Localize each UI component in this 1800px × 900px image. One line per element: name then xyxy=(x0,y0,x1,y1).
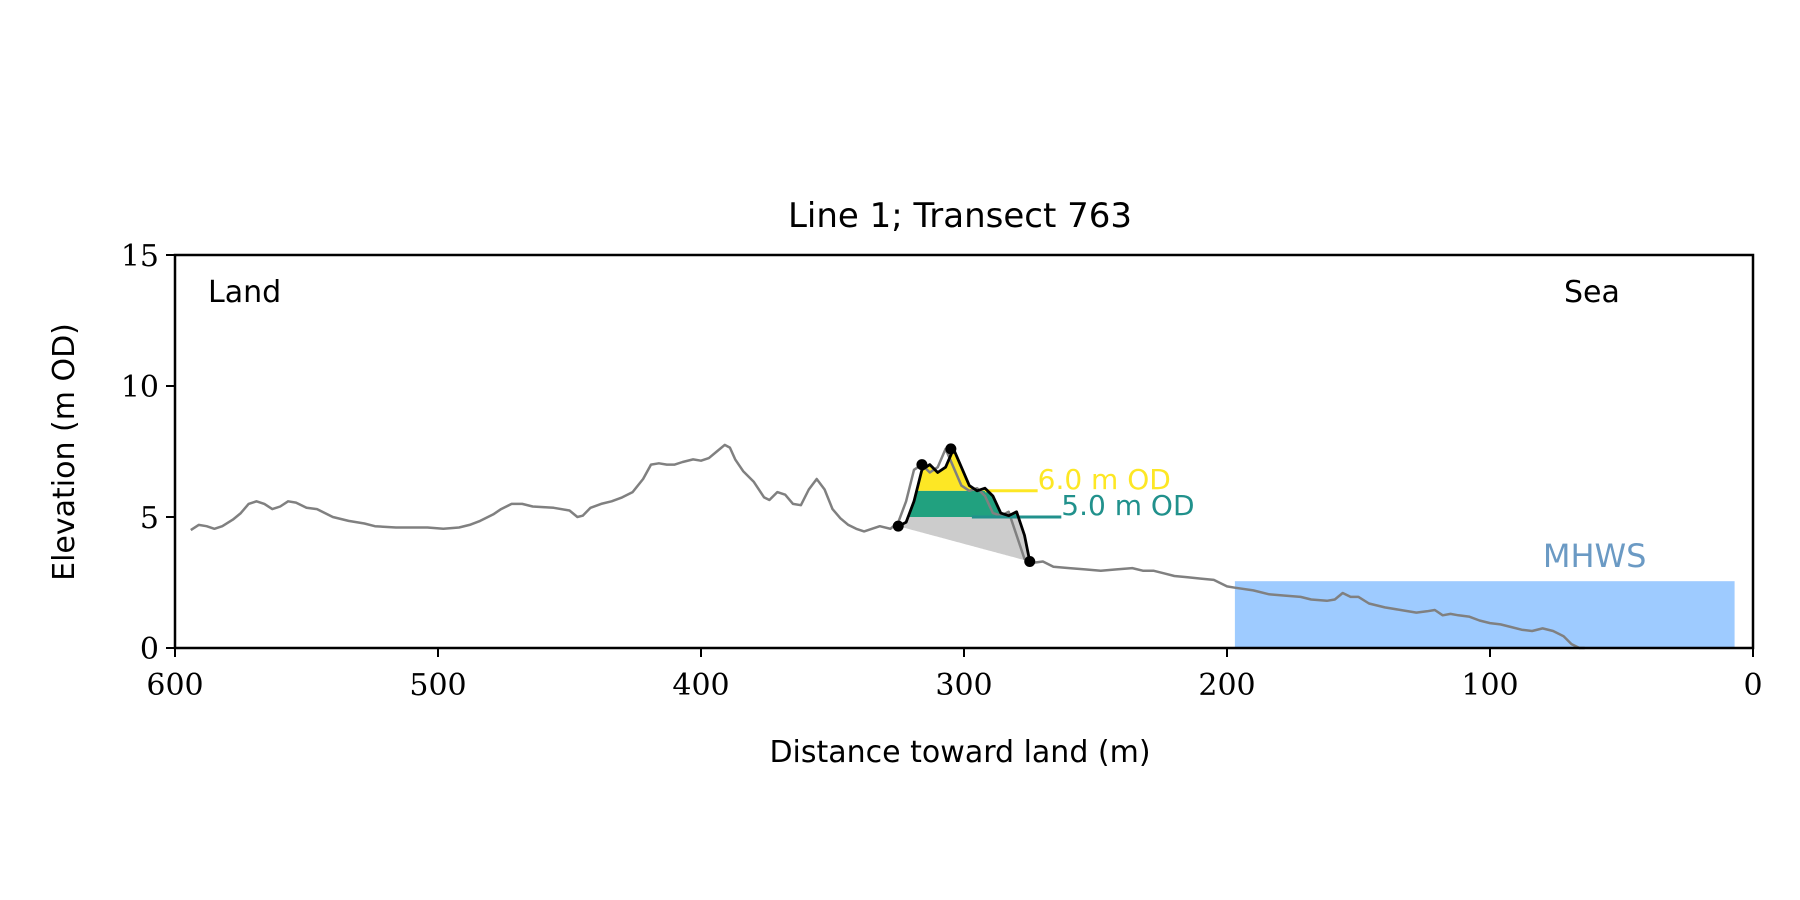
plot-area: MHWS 6.0 m OD5.0 m OD xyxy=(190,443,1735,650)
y-tick-label: 0 xyxy=(140,632,159,667)
x-tick-label: 100 xyxy=(1461,668,1518,703)
dune-profile-line xyxy=(897,447,1032,562)
sea-label: Sea xyxy=(1564,275,1620,310)
axis-ticks: 600 500 400 300 200 100 0 0 5 10 15 xyxy=(121,239,1763,703)
mhws-fill xyxy=(1234,581,1735,648)
sediment-above-6m xyxy=(898,448,1030,491)
chart-title: Line 1; Transect 763 xyxy=(788,196,1132,236)
y-tick-label: 10 xyxy=(121,370,159,405)
dune-marker xyxy=(916,459,928,471)
x-tick-label: 200 xyxy=(1198,668,1255,703)
dune-marker xyxy=(1024,556,1036,568)
y-axis-label: Elevation (m OD) xyxy=(47,323,82,581)
x-tick-label: 300 xyxy=(935,668,992,703)
elevation-profile-line xyxy=(190,443,1585,650)
x-tick-label: 400 xyxy=(672,668,729,703)
x-tick-label: 0 xyxy=(1743,668,1762,703)
x-tick-label: 500 xyxy=(409,668,466,703)
y-tick-label: 15 xyxy=(121,239,159,274)
x-tick-label: 600 xyxy=(146,668,203,703)
mhws-label: MHWS xyxy=(1543,537,1647,575)
land-label: Land xyxy=(208,275,281,310)
dune-marker xyxy=(892,520,904,532)
y-tick-label: 5 xyxy=(140,501,159,536)
sediment-below-5m xyxy=(898,517,1030,562)
dune-marker xyxy=(945,443,957,455)
level-5m-label: 5.0 m OD xyxy=(1061,489,1194,522)
sediment-5-to-6m xyxy=(898,490,1030,517)
level-6m-label: 6.0 m OD xyxy=(1038,463,1171,496)
x-axis-label: Distance toward land (m) xyxy=(769,735,1150,770)
